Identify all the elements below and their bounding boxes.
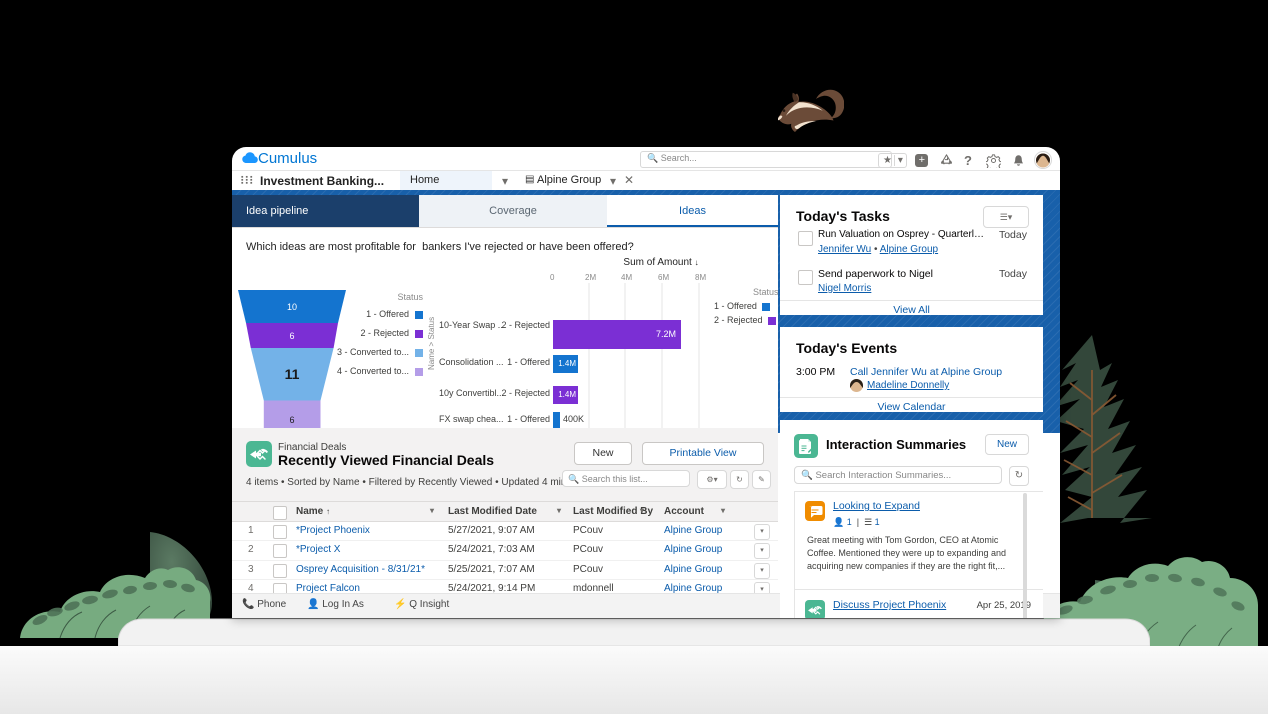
svg-text:6: 6 [289, 331, 294, 341]
svg-text:?: ? [964, 153, 972, 168]
svg-text:10: 10 [287, 302, 297, 312]
svg-text:6: 6 [289, 415, 294, 425]
svg-text:11: 11 [285, 366, 300, 382]
